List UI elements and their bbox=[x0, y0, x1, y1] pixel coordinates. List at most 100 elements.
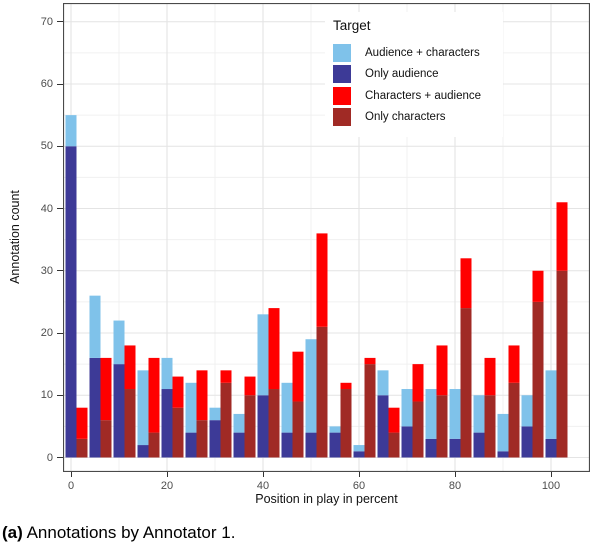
y-axis-tickmark bbox=[57, 145, 63, 147]
bar-segment bbox=[556, 202, 568, 271]
y-axis-tickmark bbox=[57, 83, 63, 85]
bar-segment bbox=[340, 389, 352, 458]
bar-segment bbox=[209, 407, 221, 421]
bar-segment bbox=[305, 432, 317, 458]
y-axis-tickmark bbox=[57, 270, 63, 272]
y-axis-tick-label: 30 bbox=[40, 264, 53, 277]
bar-segment bbox=[449, 389, 461, 439]
y-axis-tick-label: 70 bbox=[40, 15, 53, 28]
bar-segment bbox=[113, 364, 125, 458]
bar-segment bbox=[508, 382, 520, 458]
bar-segment bbox=[353, 451, 365, 458]
bar-segment bbox=[412, 401, 424, 458]
bar-segment bbox=[436, 395, 448, 458]
legend-entry: Only characters bbox=[333, 108, 503, 127]
bar-segment bbox=[412, 364, 424, 402]
y-axis-tick-label: 20 bbox=[40, 327, 53, 339]
bar-segment bbox=[281, 382, 293, 433]
bar-segment bbox=[220, 370, 232, 383]
legend-rows: Audience + characters Only audience Charac… bbox=[333, 43, 503, 127]
legend-swatch bbox=[333, 86, 351, 105]
bar-segment bbox=[196, 370, 208, 421]
x-axis-tickmark bbox=[166, 472, 168, 477]
bar-segment bbox=[100, 420, 112, 458]
bar-segment bbox=[364, 364, 376, 458]
legend-swatch bbox=[333, 43, 351, 62]
bar-segment bbox=[124, 345, 136, 390]
x-axis-title: Position in play in percent bbox=[255, 492, 398, 506]
bar-segment bbox=[340, 382, 352, 390]
bar-segment bbox=[100, 357, 112, 421]
figure-caption: (a) Annotations by Annotator 1. bbox=[2, 523, 235, 543]
plot-area bbox=[63, 3, 590, 472]
bar-segment bbox=[316, 326, 328, 458]
bar-segment bbox=[161, 389, 173, 458]
bar-segment bbox=[436, 345, 448, 396]
bar-segment bbox=[545, 370, 557, 439]
bar-segment bbox=[185, 382, 197, 433]
bar-segment bbox=[353, 445, 365, 452]
caption-label: (a) bbox=[2, 523, 23, 542]
chart-panel bbox=[63, 3, 590, 472]
bar-segment bbox=[196, 420, 208, 458]
bar-segment bbox=[329, 426, 341, 433]
y-axis-tick-label: 50 bbox=[40, 140, 53, 153]
bar-segment bbox=[137, 370, 149, 446]
y-axis-tickmark bbox=[57, 394, 63, 396]
bar-segment bbox=[233, 413, 245, 433]
bar-segment bbox=[401, 426, 413, 458]
bar-segment bbox=[292, 401, 304, 458]
bar-segment bbox=[521, 426, 533, 458]
legend-entry-label: Audience + characters bbox=[365, 46, 480, 59]
x-axis-tick-label: 0 bbox=[67, 480, 75, 492]
bar-segment bbox=[65, 146, 77, 458]
x-axis-tick-label: 20 bbox=[160, 480, 174, 492]
y-axis-tick-label: 10 bbox=[40, 389, 53, 402]
bar-segment bbox=[508, 345, 520, 383]
bar-segment bbox=[268, 308, 280, 390]
bar-segment bbox=[89, 295, 101, 358]
x-axis-tickmark bbox=[454, 472, 456, 477]
x-axis-tickmark bbox=[358, 472, 360, 477]
bar-segment bbox=[473, 395, 485, 433]
caption-text: Annotations by Annotator 1. bbox=[22, 523, 236, 542]
legend-entry-label: Only audience bbox=[365, 68, 439, 80]
y-axis-tickmark bbox=[57, 21, 63, 23]
y-axis-title-text: Annotation count bbox=[8, 190, 22, 284]
bar-segment bbox=[161, 357, 173, 390]
bar-segment bbox=[521, 395, 533, 427]
bar-segment bbox=[137, 445, 149, 458]
bar-segment bbox=[556, 270, 568, 458]
bar-segment bbox=[172, 376, 184, 408]
bar-segment bbox=[316, 233, 328, 327]
legend-entry-label: Characters + audience bbox=[365, 89, 482, 102]
y-axis-tick-label: 0 bbox=[46, 451, 53, 464]
y-axis-tickmark bbox=[57, 457, 63, 458]
bar-segment bbox=[257, 314, 269, 396]
bar-segment bbox=[449, 438, 461, 458]
bar-segment bbox=[388, 432, 400, 458]
x-axis-tickmark bbox=[70, 472, 72, 477]
bar-segment bbox=[425, 389, 437, 439]
bar-segment bbox=[388, 407, 400, 433]
y-axis-tickmark bbox=[57, 332, 63, 334]
bar-segment bbox=[76, 438, 88, 458]
bar-segment bbox=[364, 357, 376, 365]
bar-segment bbox=[377, 395, 389, 458]
legend-entry: Characters + audience bbox=[333, 86, 503, 105]
bar-segment bbox=[460, 258, 472, 309]
bar-segment bbox=[124, 389, 136, 458]
bar-segment bbox=[473, 432, 485, 458]
bar-segment bbox=[484, 357, 496, 396]
bar-segment bbox=[148, 432, 160, 458]
bar-segment bbox=[532, 301, 544, 458]
bar-segment bbox=[497, 413, 509, 452]
bar-segment bbox=[113, 320, 125, 365]
legend-swatch bbox=[333, 65, 351, 83]
y-axis-tickmark bbox=[57, 208, 63, 209]
panel-border bbox=[63, 3, 590, 472]
bar-segment bbox=[401, 389, 413, 427]
bar-segment bbox=[185, 432, 197, 458]
x-axis-tick-label: 60 bbox=[352, 480, 366, 492]
